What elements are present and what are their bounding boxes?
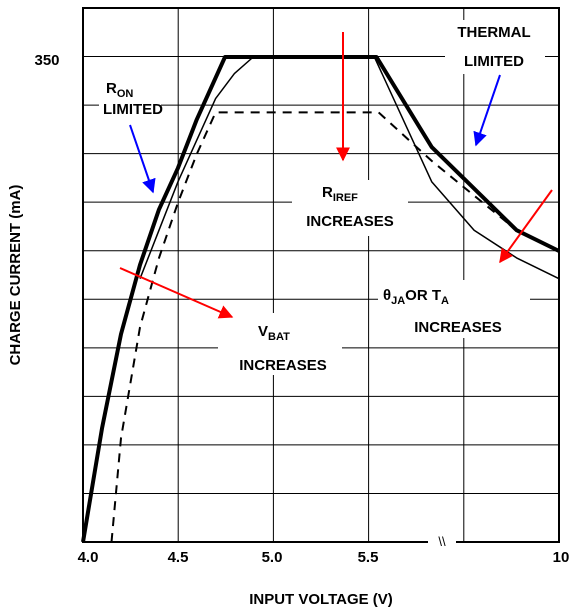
- plot-frame: [82, 7, 560, 543]
- vbat-label: VBAT: [258, 323, 290, 343]
- riref-label: RIREF: [322, 184, 358, 204]
- series-thick-solid: [81, 55, 560, 543]
- x-tick-4-5: 4.5: [168, 549, 189, 566]
- ron-limited-label: RON: [106, 80, 133, 100]
- x-axis-label: INPUT VOLTAGE (V): [249, 591, 393, 608]
- series-dashed: [110, 111, 560, 543]
- x-tick-5-5: 5.5: [358, 549, 379, 566]
- x-tick-4-0: 4.0: [78, 549, 99, 566]
- thermal-line2: LIMITED: [464, 53, 524, 70]
- ron-sub: ON: [117, 88, 134, 100]
- arrow-vbat: [119, 267, 234, 319]
- thermal-label: THERMAL: [457, 24, 530, 41]
- y-axis-label: CHARGE CURRENT (mA): [7, 185, 24, 366]
- riref-line2: INCREASES: [306, 213, 394, 230]
- vbat-line2: INCREASES: [239, 357, 327, 374]
- axis-break-mark: \\: [438, 534, 446, 549]
- ron-r: R: [106, 80, 117, 97]
- arrow-thermal-ta: [499, 189, 553, 264]
- ron-limited-line2: LIMITED: [103, 101, 163, 118]
- x-tick-5-0: 5.0: [262, 549, 283, 566]
- theta-ja-label: θJAOR TA: [383, 287, 449, 307]
- x-tick-10: 10: [553, 549, 570, 566]
- arrow-ron: [129, 124, 156, 194]
- theta-ja-line2: INCREASES: [414, 319, 502, 336]
- series-thin-solid: [139, 56, 560, 280]
- y-tick-350: 350: [34, 52, 59, 69]
- arrow-thermal: [473, 74, 501, 147]
- curves: [81, 55, 560, 543]
